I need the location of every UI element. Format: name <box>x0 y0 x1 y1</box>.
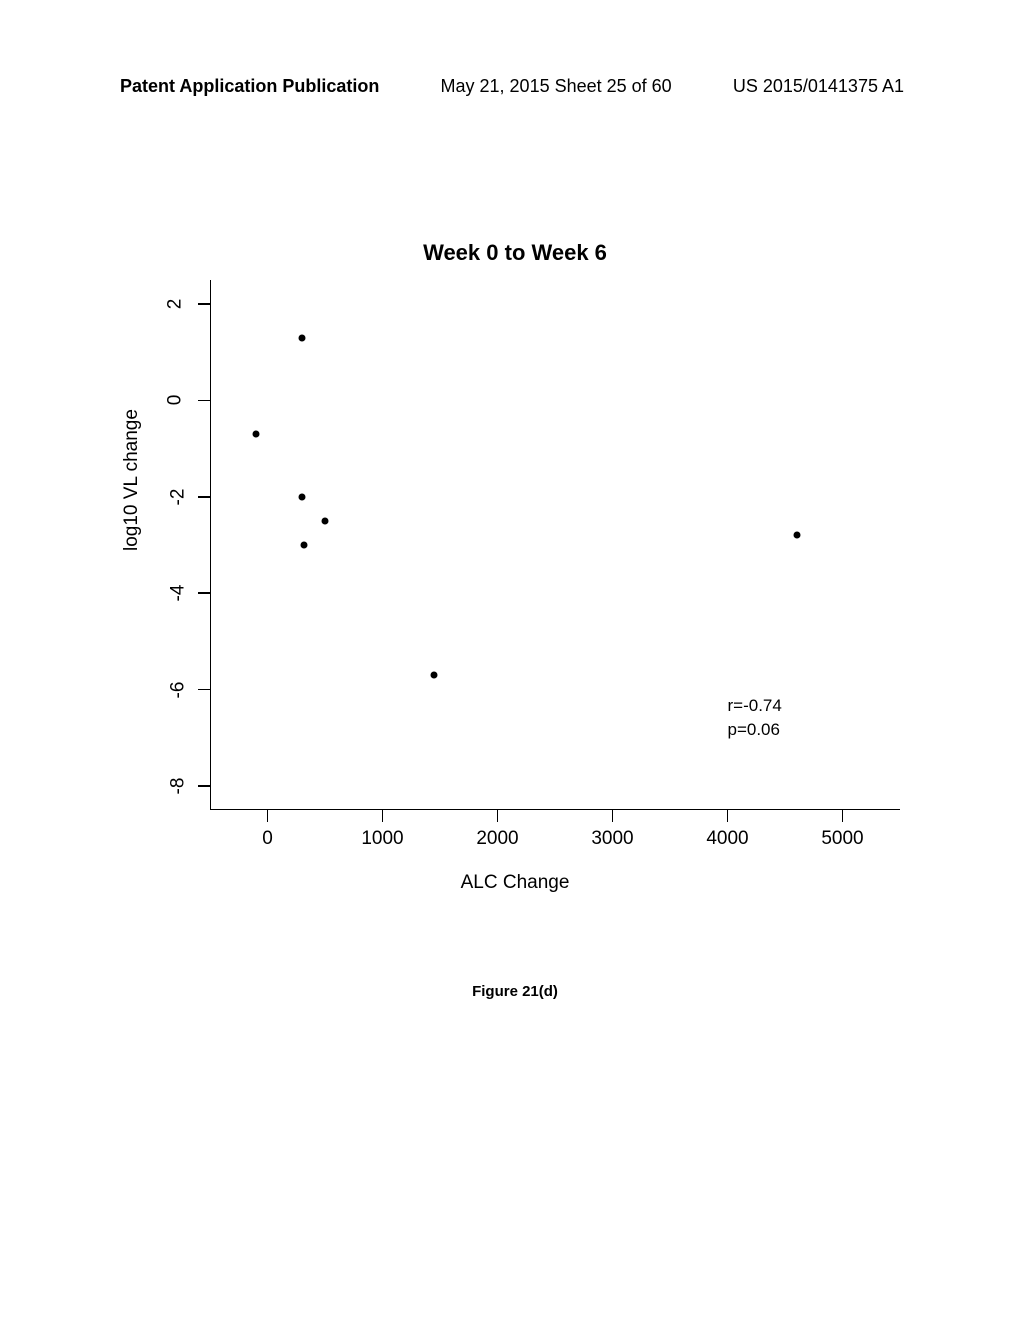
header-center: May 21, 2015 Sheet 25 of 60 <box>441 76 672 97</box>
data-point <box>299 334 306 341</box>
x-tick <box>612 810 614 822</box>
y-tick <box>198 785 210 787</box>
data-point <box>301 542 308 549</box>
page-header: Patent Application Publication May 21, 2… <box>0 76 1024 97</box>
y-tick-label: 2 <box>164 299 186 310</box>
x-tick-label: 0 <box>262 828 273 850</box>
x-tick <box>842 810 844 822</box>
header-right: US 2015/0141375 A1 <box>733 76 904 97</box>
x-tick-label: 5000 <box>821 828 863 850</box>
stats-annotation: r=-0.74p=0.06 <box>728 694 782 742</box>
y-tick-label: 0 <box>164 395 186 406</box>
x-tick <box>497 810 499 822</box>
scatter-chart: Week 0 to Week 6 log10 VL change ALC Cha… <box>120 270 910 920</box>
y-tick-label: -4 <box>167 585 189 602</box>
data-point <box>431 672 438 679</box>
y-tick <box>198 303 210 305</box>
y-tick-label: -8 <box>167 777 189 794</box>
x-tick-label: 2000 <box>476 828 518 850</box>
x-tick-label: 3000 <box>591 828 633 850</box>
figure-caption: Figure 21(d) <box>472 983 558 1000</box>
plot-area <box>210 280 900 810</box>
header-left: Patent Application Publication <box>120 76 379 97</box>
data-point <box>253 431 260 438</box>
y-tick <box>198 496 210 498</box>
y-tick <box>198 689 210 691</box>
data-point <box>793 532 800 539</box>
x-axis-label: ALC Change <box>461 872 570 894</box>
y-tick-label: -2 <box>167 488 189 505</box>
y-tick <box>198 400 210 402</box>
data-point <box>299 493 306 500</box>
x-tick <box>382 810 384 822</box>
x-tick <box>267 810 269 822</box>
y-tick-label: -6 <box>167 681 189 698</box>
data-point <box>322 517 329 524</box>
x-tick-label: 4000 <box>706 828 748 850</box>
y-axis-label: log10 VL change <box>121 409 143 551</box>
x-tick-label: 1000 <box>361 828 403 850</box>
y-tick <box>198 592 210 594</box>
chart-title: Week 0 to Week 6 <box>423 240 607 266</box>
x-tick <box>727 810 729 822</box>
